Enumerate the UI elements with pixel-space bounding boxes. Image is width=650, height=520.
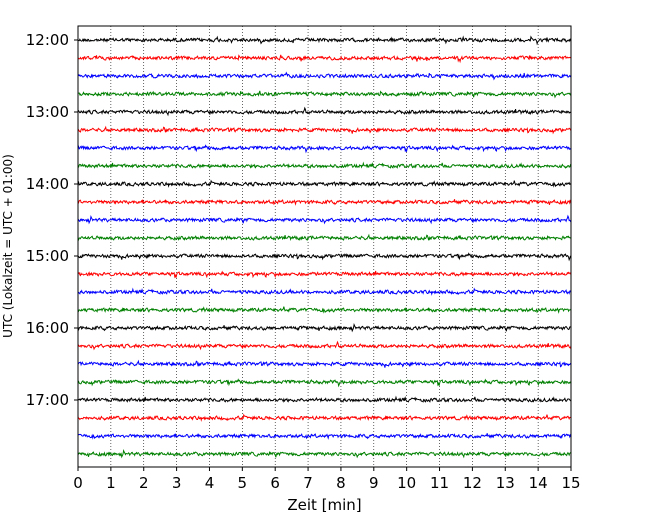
x-tick-label: 5 (238, 474, 248, 492)
seismic-trace (77, 35, 572, 46)
seismic-trace (77, 378, 572, 388)
seismic-trace (77, 199, 572, 206)
y-tick-label: 17:00 (26, 391, 69, 409)
seismic-trace (77, 233, 572, 242)
x-axis-ticks: 0 1 2 3 4 5 6 7 8 9 10 11 12 13 14 15 (73, 467, 581, 492)
x-tick-label: 10 (397, 474, 416, 492)
seismic-trace (77, 287, 572, 296)
seismic-traces (77, 35, 572, 459)
y-tick-label: 14:00 (26, 175, 69, 193)
seismic-trace (77, 306, 572, 314)
seismic-trace (77, 179, 572, 188)
seismic-trace (77, 144, 572, 154)
x-tick-label: 4 (205, 474, 215, 492)
x-tick-label: 12 (463, 474, 482, 492)
seismic-trace (77, 395, 572, 403)
seismic-trace (77, 71, 572, 81)
seismic-trace (77, 359, 572, 368)
x-tick-label: 6 (270, 474, 280, 492)
x-tick-label: 14 (529, 474, 548, 492)
seismic-trace (77, 106, 572, 117)
x-tick-label: 8 (336, 474, 346, 492)
plot-frame (77, 25, 572, 468)
seismic-trace (77, 413, 572, 422)
seismic-trace (77, 322, 572, 333)
y-tick-label: 13:00 (26, 103, 69, 121)
seismic-trace (77, 125, 572, 135)
y-tick-label: 16:00 (26, 319, 69, 337)
seismic-trace (77, 252, 572, 262)
seismic-trace (78, 448, 572, 459)
seismic-trace (77, 433, 572, 440)
seismic-trace (77, 161, 572, 169)
x-axis-label: Zeit [min] (287, 496, 361, 514)
seismic-trace (77, 270, 572, 279)
x-tick-label: 11 (430, 474, 449, 492)
x-tick-label: 3 (172, 474, 182, 492)
seismic-trace (77, 214, 572, 225)
x-tick-label: 13 (496, 474, 515, 492)
x-tick-label: 9 (369, 474, 379, 492)
y-axis-ticks: 12:00 13:00 14:00 15:00 16:00 17:00 (26, 31, 78, 409)
seismic-trace (77, 340, 572, 351)
seismic-trace (77, 54, 572, 64)
y-tick-label: 12:00 (26, 31, 69, 49)
x-tick-label: 7 (303, 474, 313, 492)
x-tick-label: 0 (73, 474, 83, 492)
y-axis-label: UTC (Lokalzeit = UTC + 01:00) (1, 154, 15, 338)
x-tick-label: 1 (106, 474, 116, 492)
x-tick-label: 15 (561, 474, 580, 492)
x-tick-label: 2 (139, 474, 149, 492)
seismic-trace (77, 90, 572, 99)
y-tick-label: 15:00 (26, 247, 69, 265)
